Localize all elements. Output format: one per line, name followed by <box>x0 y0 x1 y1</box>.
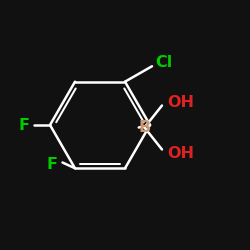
Text: B: B <box>138 120 150 136</box>
Text: OH: OH <box>167 146 194 160</box>
Text: F: F <box>18 118 30 132</box>
Text: Cl: Cl <box>155 55 172 70</box>
Text: OH: OH <box>167 95 194 110</box>
Text: F: F <box>46 157 57 172</box>
